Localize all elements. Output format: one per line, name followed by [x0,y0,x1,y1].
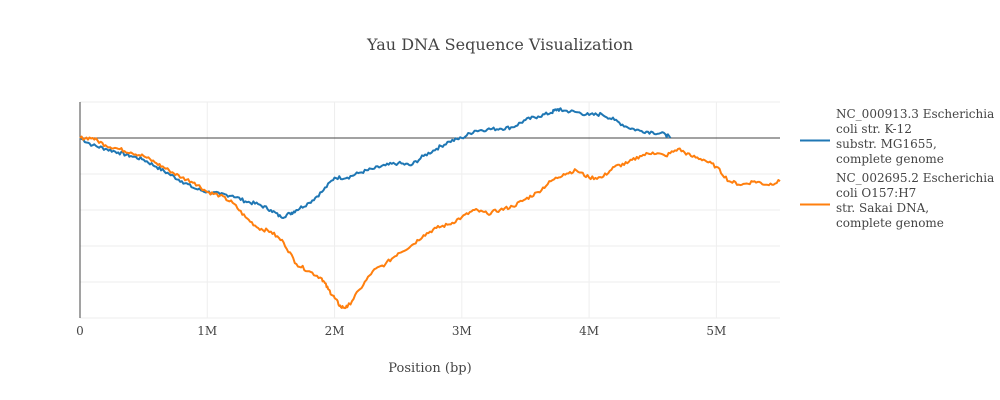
x-tick-label: 4M [579,324,599,338]
legend-label-line: NC_002695.2 Escherichia [836,171,994,185]
legend-item-2[interactable]: NC_002695.2 Escherichia coli O157:H7 str. … [800,171,994,230]
legend-label: NC_000913.3 Escherichia coli str. K-12 sub… [836,107,994,166]
series-lines [79,107,781,310]
grid-lines [80,101,780,319]
series-line-2[interactable] [79,135,781,310]
x-tick-label: 1M [197,324,217,338]
x-tick-label: 5M [706,324,726,338]
legend-label-line: complete genome [836,152,944,166]
legend-label-line: coli O157:H7 [836,186,916,200]
x-tick-label: 3M [452,324,472,338]
x-tick-label: 0 [76,324,84,338]
x-tick-label: 2M [325,324,345,338]
x-axis: 0 1M 2M 3M 4M 5M [76,324,726,338]
chart-title: Yau DNA Sequence Visualization [366,35,633,54]
legend-label-line: substr. MG1655, [836,137,937,151]
legend-label-line: coli str. K-12 [836,122,912,136]
legend-label-line: complete genome [836,216,944,230]
legend: NC_000913.3 Escherichia coli str. K-12 sub… [800,107,994,230]
legend-label-line: NC_000913.3 Escherichia [836,107,994,121]
legend-label: NC_002695.2 Escherichia coli O157:H7 str. … [836,171,994,230]
series-line-1[interactable] [79,107,672,219]
legend-item-1[interactable]: NC_000913.3 Escherichia coli str. K-12 sub… [800,107,994,166]
legend-label-line: str. Sakai DNA, [836,201,929,215]
x-axis-label: Position (bp) [388,361,471,376]
